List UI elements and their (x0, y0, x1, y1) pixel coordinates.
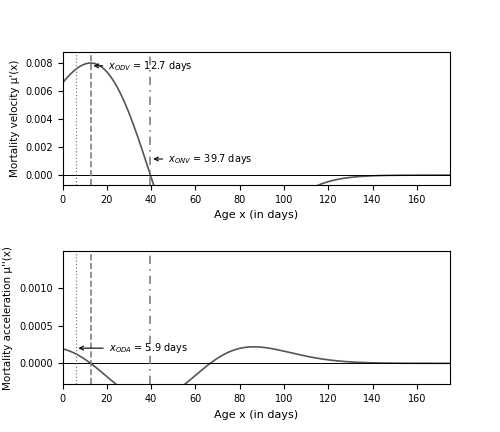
Y-axis label: Mortality velocity μ'(x): Mortality velocity μ'(x) (10, 60, 20, 177)
Y-axis label: Mortality acceleration μ''(x): Mortality acceleration μ''(x) (4, 246, 14, 390)
X-axis label: Age x (in days): Age x (in days) (214, 210, 298, 220)
Text: $x_{ONV}$ = 39.7 days: $x_{ONV}$ = 39.7 days (154, 152, 252, 166)
X-axis label: Age x (in days): Age x (in days) (214, 410, 298, 420)
Text: $x_{ODA}$ = 5.9 days: $x_{ODA}$ = 5.9 days (80, 341, 188, 355)
Text: $x_{ODV}$ = 12.7 days: $x_{ODV}$ = 12.7 days (94, 59, 193, 73)
